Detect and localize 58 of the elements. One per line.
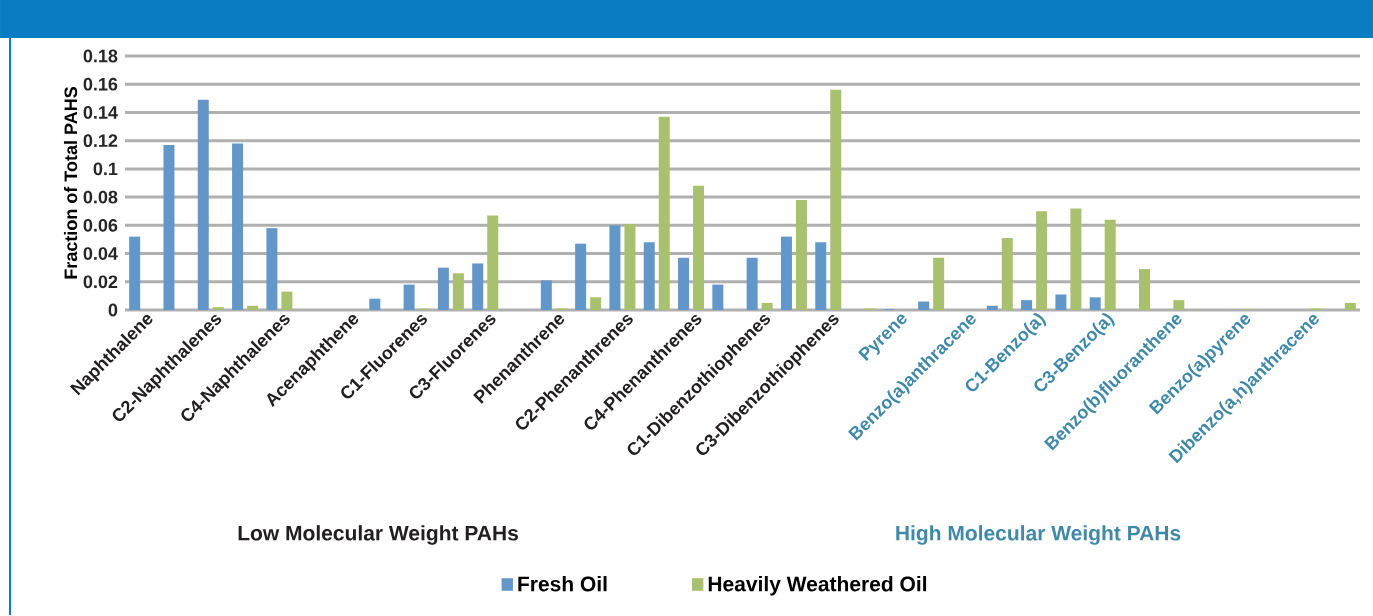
bar: [918, 301, 930, 310]
bar: [197, 99, 209, 310]
y-tick-label: 0.04: [83, 247, 118, 260]
bar: [678, 257, 690, 310]
bar: [163, 144, 175, 310]
bar: [933, 257, 945, 310]
bar: [487, 215, 499, 310]
y-tick-label: 0.12: [83, 134, 118, 148]
y-tick-label: 0.1: [93, 162, 118, 176]
bar: [761, 302, 773, 310]
legend-label: Fresh Oil: [518, 575, 607, 592]
legend-label: Heavily Weathered Oil: [708, 575, 927, 596]
bar: [780, 236, 792, 310]
bar: [540, 280, 552, 310]
bar: [232, 143, 244, 310]
bar: [403, 284, 415, 310]
bar: [624, 223, 636, 310]
y-tick-label: 0: [108, 303, 118, 317]
bar: [212, 307, 224, 310]
bar: [1055, 294, 1067, 310]
bar: [452, 273, 464, 310]
bar: [830, 89, 842, 310]
bar: [693, 185, 705, 310]
y-axis-title: Fraction of Total PAHS: [63, 87, 78, 279]
bar: [129, 236, 141, 310]
text: Low Molecular Weight PAHs: [238, 525, 518, 545]
bar: [1001, 238, 1013, 310]
bar: [1036, 211, 1048, 310]
bar: [643, 242, 655, 310]
bar: [658, 116, 670, 310]
bar: [986, 305, 998, 310]
bar: [369, 298, 381, 310]
bar: [795, 199, 807, 310]
bar: [1089, 297, 1101, 310]
bar: [281, 291, 293, 310]
bar: [815, 242, 827, 310]
y-tick-label: 0.08: [83, 190, 118, 204]
bar: [1173, 300, 1185, 310]
bar: [1344, 302, 1356, 310]
bar: [437, 267, 449, 310]
bar: [1139, 269, 1151, 310]
y-tick-label: 0.16: [83, 77, 118, 91]
y-tick-label: 0.06: [83, 218, 118, 232]
y-tick-label: 0.02: [83, 275, 118, 289]
bar: [575, 243, 587, 310]
bar: [590, 297, 602, 310]
bar: [712, 284, 724, 310]
y-tick-label: 0.18: [83, 49, 118, 63]
bar: [1070, 208, 1082, 310]
y-tick-label: 0.14: [83, 106, 118, 119]
bar: [472, 263, 484, 310]
bar: [1021, 300, 1033, 310]
bar: [247, 305, 259, 310]
bar: [1104, 219, 1116, 310]
bar: [266, 228, 278, 310]
text: High Molecular Weight PAHs: [896, 525, 1181, 545]
bar: [609, 225, 621, 310]
bar: [746, 257, 758, 310]
